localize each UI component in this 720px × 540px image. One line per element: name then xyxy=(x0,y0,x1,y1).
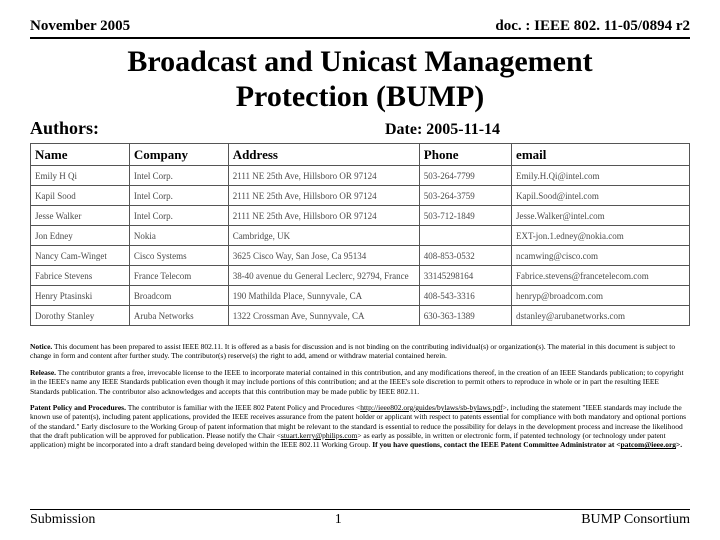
table-cell: 2111 NE 25th Ave, Hillsboro OR 97124 xyxy=(228,186,419,206)
table-cell: 38-40 avenue du General Leclerc, 92794, … xyxy=(228,266,419,286)
table-cell: Cisco Systems xyxy=(129,246,228,266)
page-header: November 2005 doc. : IEEE 802. 11-05/089… xyxy=(30,18,690,39)
patent-paragraph: Patent Policy and Procedures. The contri… xyxy=(30,403,690,450)
release-heading: Release. xyxy=(30,368,56,377)
col-address: Address xyxy=(228,144,419,166)
table-cell: 503-264-7799 xyxy=(419,166,511,186)
page-footer: Submission 1 BUMP Consortium xyxy=(30,509,690,528)
table-cell: 190 Mathilda Place, Sunnyvale, CA xyxy=(228,286,419,306)
table-row: Jon EdneyNokiaCambridge, UK EXT-jon.1.edn… xyxy=(31,226,690,246)
table-cell: Intel Corp. xyxy=(129,166,228,186)
table-cell: 503-264-3759 xyxy=(419,186,511,206)
patent-link-2: stuart.kerry@philips.com xyxy=(281,431,357,440)
patent-text-1: The contributor is familiar with the IEE… xyxy=(126,403,360,412)
notice-paragraph: Notice. This document has been prepared … xyxy=(30,342,690,361)
table-cell: Kapil.Sood@intel.com xyxy=(512,186,690,206)
table-cell: Nancy Cam-Winget xyxy=(31,246,130,266)
col-phone: Phone xyxy=(419,144,511,166)
table-cell: 503-712-1849 xyxy=(419,206,511,226)
patent-bold-2: If you have questions, contact the IEEE … xyxy=(372,440,620,449)
table-row: Dorothy StanleyAruba Networks1322 Crossm… xyxy=(31,306,690,326)
notice-text: This document has been prepared to assis… xyxy=(30,342,675,360)
notice-heading: Notice. xyxy=(30,342,52,351)
table-cell: 408-543-3316 xyxy=(419,286,511,306)
table-cell: Kapil Sood xyxy=(31,186,130,206)
header-left: November 2005 xyxy=(30,18,130,35)
footer-left: Submission xyxy=(30,512,95,528)
table-row: Kapil SoodIntel Corp.2111 NE 25th Ave, H… xyxy=(31,186,690,206)
patent-link-3: patcom@ieee.org xyxy=(621,440,677,449)
table-cell: Aruba Networks xyxy=(129,306,228,326)
release-paragraph: Release. The contributor grants a free, … xyxy=(30,368,690,396)
table-row: Henry PtasinskiBroadcom190 Mathilda Plac… xyxy=(31,286,690,306)
col-name: Name xyxy=(31,144,130,166)
table-cell: Fabrice Stevens xyxy=(31,266,130,286)
table-cell: Jesse Walker xyxy=(31,206,130,226)
document-title: Broadcast and Unicast Management Protect… xyxy=(30,45,690,114)
table-cell: 408-853-0532 xyxy=(419,246,511,266)
legal-block: Notice. This document has been prepared … xyxy=(30,342,690,450)
patent-heading: Patent Policy and Procedures. xyxy=(30,403,126,412)
table-cell: Jon Edney xyxy=(31,226,130,246)
release-text: The contributor grants a free, irrevocab… xyxy=(30,368,684,396)
table-row: Jesse WalkerIntel Corp.2111 NE 25th Ave,… xyxy=(31,206,690,226)
table-cell: 2111 NE 25th Ave, Hillsboro OR 97124 xyxy=(228,206,419,226)
table-row: Nancy Cam-WingetCisco Systems3625 Cisco … xyxy=(31,246,690,266)
title-line-1: Broadcast and Unicast Management xyxy=(30,45,690,80)
date-label: Date: 2005-11-14 xyxy=(195,121,690,139)
table-cell: Broadcom xyxy=(129,286,228,306)
table-cell: EXT-jon.1.edney@nokia.com xyxy=(512,226,690,246)
table-cell: henryp@broadcom.com xyxy=(512,286,690,306)
footer-right: BUMP Consortium xyxy=(581,512,690,528)
authors-date-row: Authors: Date: 2005-11-14 xyxy=(30,118,690,139)
table-cell: 1322 Crossman Ave, Sunnyvale, CA xyxy=(228,306,419,326)
table-cell: Intel Corp. xyxy=(129,186,228,206)
table-cell: 33145298164 xyxy=(419,266,511,286)
table-cell: ncamwing@cisco.com xyxy=(512,246,690,266)
table-cell: 2111 NE 25th Ave, Hillsboro OR 97124 xyxy=(228,166,419,186)
table-row: Emily H QiIntel Corp.2111 NE 25th Ave, H… xyxy=(31,166,690,186)
title-line-2: Protection (BUMP) xyxy=(30,80,690,115)
table-cell: Dorothy Stanley xyxy=(31,306,130,326)
header-right: doc. : IEEE 802. 11-05/0894 r2 xyxy=(495,18,690,35)
col-company: Company xyxy=(129,144,228,166)
table-cell: France Telecom xyxy=(129,266,228,286)
table-cell: Nokia xyxy=(129,226,228,246)
table-cell xyxy=(419,226,511,246)
table-cell: Intel Corp. xyxy=(129,206,228,226)
footer-center: 1 xyxy=(335,512,342,528)
table-cell: Emily.H.Qi@intel.com xyxy=(512,166,690,186)
table-header-row: Name Company Address Phone email xyxy=(31,144,690,166)
table-row: Fabrice StevensFrance Telecom38-40 avenu… xyxy=(31,266,690,286)
table-cell: Fabrice.stevens@francetelecom.com xyxy=(512,266,690,286)
table-cell: dstanley@arubanetworks.com xyxy=(512,306,690,326)
patent-bold-3: >. xyxy=(676,440,682,449)
table-cell: Henry Ptasinski xyxy=(31,286,130,306)
table-cell: Emily H Qi xyxy=(31,166,130,186)
table-cell: Jesse.Walker@intel.com xyxy=(512,206,690,226)
table-cell: 630-363-1389 xyxy=(419,306,511,326)
col-email: email xyxy=(512,144,690,166)
patent-link-1: http://ieee802.org/guides/bylaws/sb-byla… xyxy=(360,403,502,412)
table-cell: Cambridge, UK xyxy=(228,226,419,246)
authors-table: Name Company Address Phone email Emily H… xyxy=(30,143,690,326)
table-cell: 3625 Cisco Way, San Jose, Ca 95134 xyxy=(228,246,419,266)
